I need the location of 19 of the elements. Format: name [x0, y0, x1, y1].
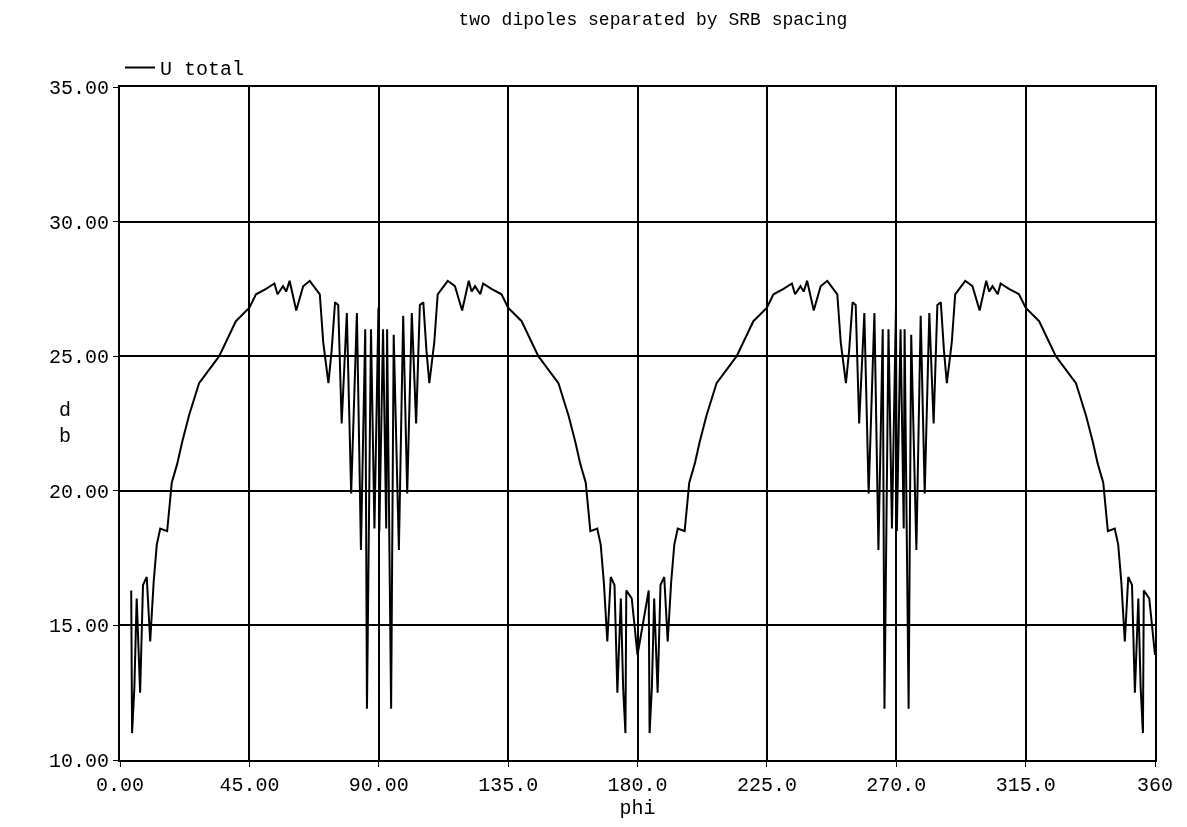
- x-tick-label: 90.00: [348, 774, 409, 797]
- x-tick-label: 315.0: [995, 774, 1056, 797]
- y-tick-label: 15.00: [48, 615, 109, 639]
- y-tick-label: 25.00: [48, 346, 109, 370]
- x-tick-label: 135.0: [478, 774, 539, 797]
- y-tick-label: 10.00: [48, 750, 109, 773]
- x-tick-label: 225.0: [736, 774, 797, 797]
- x-tick-label: 360: [1136, 774, 1174, 797]
- y-tick-label: 35.00: [48, 77, 109, 100]
- x-tick-label: 270.0: [866, 774, 927, 797]
- x-tick-label: 0.00: [95, 774, 145, 797]
- y-axis-title: db: [59, 399, 72, 448]
- x-tick-label: 45.00: [219, 774, 280, 797]
- x-tick-label: 180.0: [607, 774, 668, 797]
- x-axis-title: phi: [619, 797, 656, 820]
- y-tick-label: 30.00: [48, 211, 109, 235]
- chart-title: two dipoles separated by SRB spacing: [458, 10, 848, 30]
- legend-label: U total: [160, 58, 245, 82]
- y-tick-label: 20.00: [48, 480, 109, 504]
